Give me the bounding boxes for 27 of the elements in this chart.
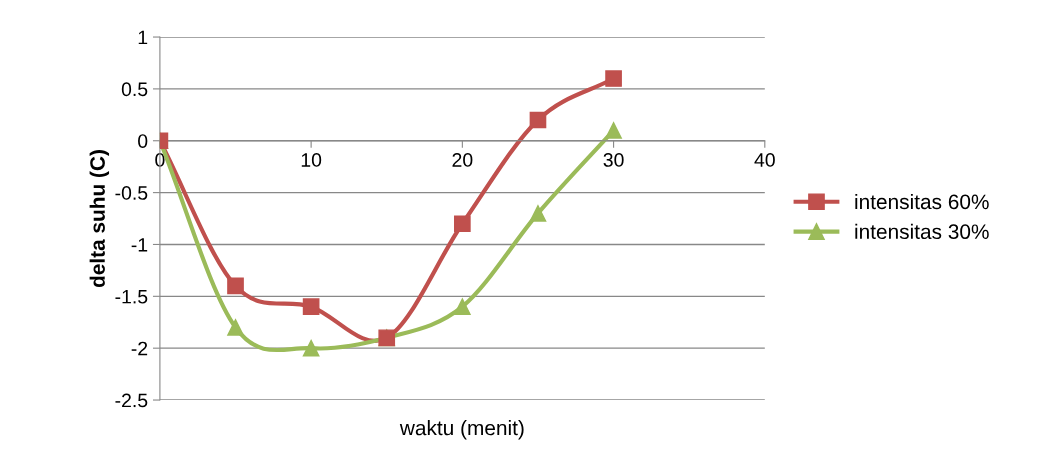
point [529, 111, 547, 129]
x-axis-title: waktu (menit) [399, 420, 524, 440]
x-tick-label: 10 [301, 153, 322, 167]
point [302, 298, 320, 316]
legend-label: intensitas 60% [855, 193, 989, 210]
point [302, 339, 320, 357]
point [529, 205, 547, 222]
y-tick-label: -1.5 [115, 289, 148, 304]
point [605, 122, 622, 139]
point [454, 215, 471, 233]
y-tick-label: 0 [138, 134, 148, 148]
x-tick-label: 30 [603, 153, 624, 167]
x-tick-label: 0 [155, 153, 165, 167]
y-axis-title: delta suhu (C) [89, 150, 110, 288]
point [227, 277, 244, 295]
y-tick-label: -2 [131, 341, 148, 356]
y-tick-label: 0.5 [121, 82, 148, 97]
point [605, 70, 622, 87]
y-tick-label: -2.5 [115, 393, 148, 408]
y-tick-label: -1 [131, 238, 148, 252]
y-tick-label: 1 [138, 30, 148, 45]
point [227, 319, 244, 336]
x-tick-label: 40 [754, 153, 775, 167]
x-tick-label: 20 [452, 153, 473, 167]
point [454, 298, 471, 316]
legend-label: intensitas 30% [855, 223, 989, 240]
y-tick-label: -0.5 [115, 186, 148, 200]
